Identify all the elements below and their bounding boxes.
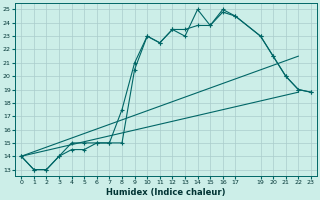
X-axis label: Humidex (Indice chaleur): Humidex (Indice chaleur) (106, 188, 226, 197)
